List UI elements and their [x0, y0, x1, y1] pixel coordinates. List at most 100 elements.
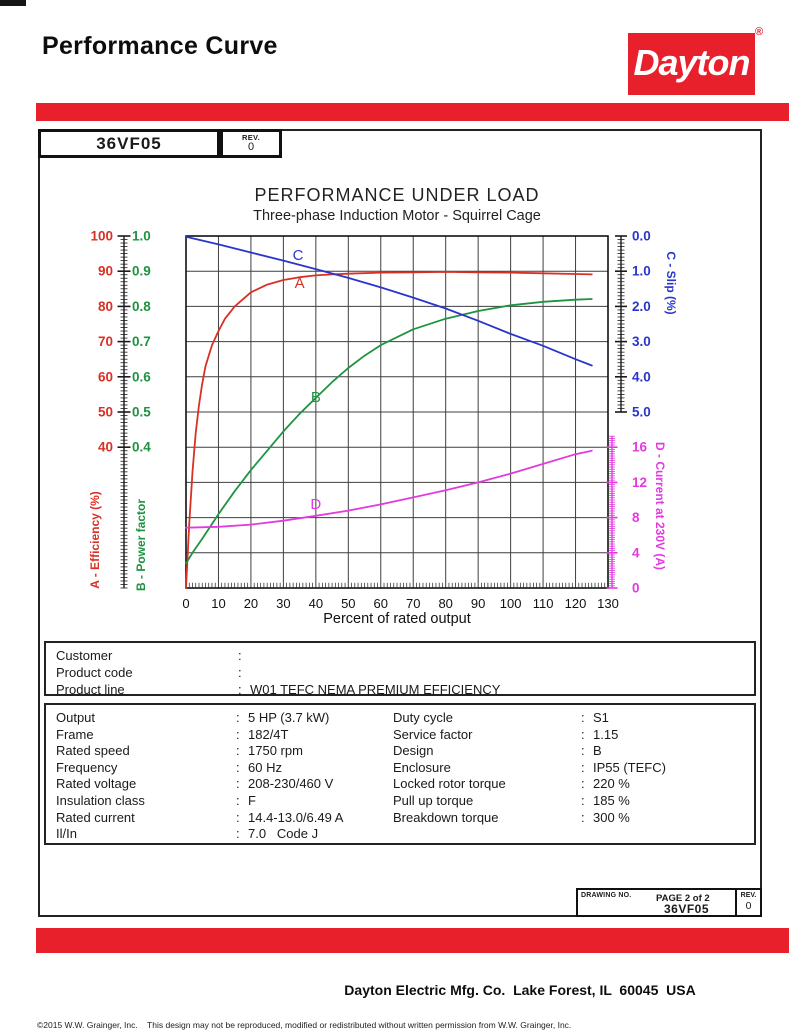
dayton-logo: Dayton [628, 33, 755, 95]
curve-label-D: D [310, 496, 321, 513]
spec-colon: : [236, 792, 240, 808]
customer-info-box: Customer: Product code: Product line: W01 T… [44, 641, 756, 697]
current-tick-label: 16 [632, 440, 648, 455]
slip-tick-label: 2.0 [632, 299, 651, 314]
power-factor-tick-label: 0.5 [132, 405, 151, 420]
spec-value: 208-230/460 V [248, 776, 334, 792]
customer-row: Product code: [46, 664, 754, 681]
drawing-number-box: DRAWING NO. PAGE 2 of 2 36VF05 REV. 0 [576, 888, 762, 917]
x-tick-label: 130 [597, 596, 619, 611]
spec-label: Enclosure [393, 759, 451, 775]
spec-label: Insulation class [56, 792, 145, 808]
efficiency-tick-label: 90 [98, 264, 113, 279]
spec-row: Rated voltage:208-230/460 V [56, 776, 396, 793]
spec-label: Duty cycle [393, 710, 453, 725]
spec-label: Rated voltage [56, 776, 137, 792]
efficiency-tick-label: 70 [98, 334, 113, 349]
x-tick-label: 50 [341, 596, 355, 611]
revision-box: REV. 0 [220, 129, 282, 158]
power-factor-tick-label: 1.0 [132, 230, 151, 244]
main-border-box [38, 129, 762, 917]
spec-value: 60 Hz [248, 759, 282, 775]
curve-label-B: B [311, 389, 321, 406]
spec-column-right: Duty cycle: S1 Service factor:1.15 Design: B… [393, 710, 753, 826]
spec-row: Frequency:60 Hz [56, 760, 396, 777]
spec-label: Output [56, 710, 96, 725]
curve-B [185, 298, 593, 565]
efficiency-tick-label: 60 [98, 369, 113, 384]
spec-value: S1 [593, 710, 609, 725]
registered-trademark-icon: ® [755, 26, 764, 38]
spec-value: 1750 rpm [248, 743, 303, 759]
current-tick-label: 12 [632, 475, 647, 490]
customer-value: W01 TEFC NEMA PREMIUM EFFICIENCY [250, 682, 501, 697]
spec-row: Design: B [393, 743, 753, 760]
customer-label: Product line [56, 682, 125, 697]
company-address: Dayton Electric Mfg. Co. Lake Forest, IL… [344, 982, 696, 998]
page-title: Performance Curve [42, 32, 278, 60]
chart-title: PERFORMANCE UNDER LOAD [254, 185, 540, 205]
footer-rev-label: REV. [740, 892, 757, 899]
spec-colon: : [581, 809, 585, 825]
customer-label: Product code [56, 665, 133, 680]
spec-colon: : [581, 710, 585, 725]
spec-row: Insulation class: F [56, 793, 396, 810]
axis-title-current: D - Current at 230V (A) [653, 442, 667, 570]
slip-tick-label: 5.0 [632, 405, 651, 420]
spec-row: Enclosure: IP55 (TEFC) [393, 760, 753, 777]
curve-label-C: C [293, 247, 304, 264]
x-tick-label: 60 [374, 596, 388, 611]
x-tick-label: 0 [182, 596, 189, 611]
spec-row: Output:5 HP (3.7 kW) [56, 710, 396, 727]
spec-label: Locked rotor torque [393, 776, 506, 792]
spec-colon: : [581, 743, 585, 759]
spec-row: Pull up torque:185 % [393, 793, 753, 810]
spec-label: Service factor [393, 726, 473, 742]
spec-row: Locked rotor torque:220 % [393, 776, 753, 793]
curve-A [185, 271, 593, 589]
spec-value: IP55 (TEFC) [593, 759, 666, 775]
spec-colon: : [236, 743, 240, 759]
spec-colon: : [581, 792, 585, 808]
footer-rev-value: 0 [745, 900, 752, 912]
x-tick-label: 70 [406, 596, 420, 611]
spec-colon: : [236, 726, 240, 742]
spec-row: Duty cycle: S1 [393, 710, 753, 727]
spec-row: Il/In:7.0 Code J [56, 826, 396, 843]
spec-colon: : [236, 759, 240, 775]
rev-value: 0 [247, 141, 255, 154]
spec-colon: : [236, 826, 240, 842]
efficiency-tick-label: 100 [90, 230, 113, 244]
customer-row: Customer: [46, 647, 754, 664]
current-tick-label: 8 [632, 510, 640, 525]
x-axis-title: Percent of rated output [323, 611, 471, 627]
spec-value: F [248, 792, 256, 808]
spec-value: 182/4T [248, 726, 289, 742]
x-tick-label: 90 [471, 596, 485, 611]
spec-value: 220 % [593, 776, 630, 792]
spec-row: Frame:182/4T [56, 727, 396, 744]
spec-label: Frequency [56, 759, 118, 775]
customer-colon: : [238, 648, 242, 663]
page-indicator: PAGE 2 of 2 [656, 893, 710, 904]
drawing-number: 36VF05 [664, 902, 710, 916]
spec-label: Pull up torque [393, 792, 474, 808]
spec-label: Frame [56, 726, 94, 742]
efficiency-tick-label: 40 [98, 440, 113, 455]
bottom-divider-bar [36, 928, 789, 953]
spec-column-left: Output:5 HP (3.7 kW) Frame:182/4T Rated sp… [56, 710, 396, 843]
current-tick-label: 4 [632, 545, 640, 560]
spec-value: 5 HP (3.7 kW) [248, 710, 330, 725]
model-number: 36VF05 [96, 133, 162, 153]
curve-D [185, 449, 593, 529]
spec-box: Output:5 HP (3.7 kW) Frame:182/4T Rated sp… [44, 703, 756, 845]
spec-colon: : [581, 726, 585, 742]
spec-value: 1.15 [593, 726, 619, 742]
x-tick-label: 110 [533, 596, 554, 611]
axis-title-efficiency: A - Efficiency (%) [88, 491, 102, 589]
spec-label: Rated current [56, 809, 135, 825]
model-number-box: 36VF05 [38, 129, 220, 158]
power-factor-tick-label: 0.8 [132, 299, 151, 314]
footer-revision-cell: REV. 0 [735, 890, 760, 915]
